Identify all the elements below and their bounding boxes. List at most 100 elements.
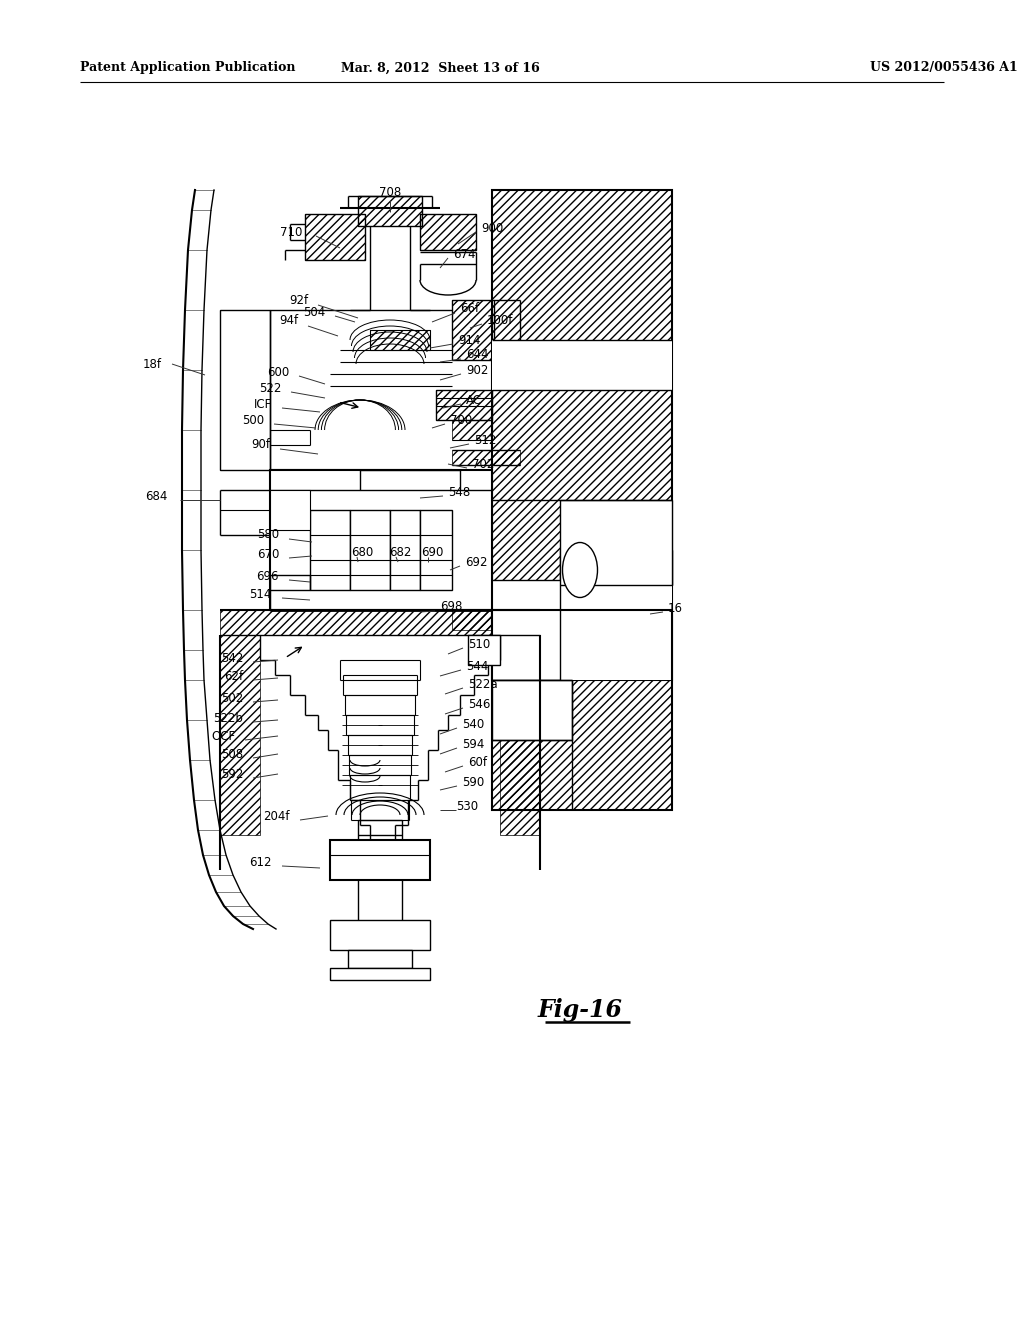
Text: Mar. 8, 2012  Sheet 13 of 16: Mar. 8, 2012 Sheet 13 of 16 (341, 62, 540, 74)
Text: 16: 16 (668, 602, 683, 615)
Text: 692: 692 (465, 556, 487, 569)
Text: 522a: 522a (468, 677, 498, 690)
Bar (452, 420, 492, 440)
Bar (220, 310, 270, 341)
Text: 914: 914 (458, 334, 480, 346)
Text: 670: 670 (257, 549, 279, 561)
Text: Patent Application Publication: Patent Application Publication (80, 62, 296, 74)
Bar (330, 840, 430, 880)
Bar (330, 968, 430, 979)
Bar (348, 950, 412, 968)
Bar (560, 550, 672, 585)
Bar (390, 510, 420, 590)
Text: 92f: 92f (289, 294, 308, 308)
Bar (358, 195, 422, 226)
Text: 204f: 204f (263, 809, 290, 822)
Text: 592: 592 (220, 767, 243, 780)
Bar (452, 300, 494, 360)
Bar (305, 214, 365, 260)
Text: 696: 696 (256, 570, 279, 583)
Bar (310, 510, 350, 590)
Text: 682: 682 (389, 546, 412, 560)
Bar (305, 214, 365, 260)
Text: 62f: 62f (224, 669, 243, 682)
Bar (358, 195, 422, 226)
Text: 512: 512 (474, 433, 497, 446)
Text: 66f: 66f (460, 302, 479, 315)
Bar (330, 840, 430, 880)
Bar (220, 440, 270, 470)
Text: 542: 542 (220, 652, 243, 664)
Bar (492, 579, 672, 680)
Bar (350, 510, 390, 590)
Text: 60f: 60f (468, 755, 487, 768)
Text: 612: 612 (250, 855, 272, 869)
Bar (492, 610, 672, 810)
Text: 508: 508 (221, 747, 243, 760)
Text: AC: AC (466, 393, 482, 407)
Text: 590: 590 (462, 776, 484, 788)
Text: 500: 500 (242, 413, 264, 426)
Text: 546: 546 (468, 697, 490, 710)
Bar (492, 610, 672, 810)
Bar (468, 635, 500, 649)
Bar (452, 490, 492, 630)
Ellipse shape (562, 543, 597, 598)
Bar (452, 300, 494, 360)
Bar (270, 490, 310, 531)
Text: 594: 594 (462, 738, 484, 751)
Text: 698: 698 (440, 601, 463, 614)
Bar (220, 635, 260, 836)
Bar (370, 330, 430, 350)
Bar (436, 389, 492, 420)
Bar (492, 190, 672, 680)
Text: 510: 510 (468, 638, 490, 651)
Bar (560, 500, 672, 585)
Text: 644: 644 (466, 348, 488, 362)
Bar (330, 968, 430, 979)
Bar (360, 470, 460, 490)
Bar (370, 330, 430, 350)
Text: 708: 708 (379, 186, 401, 199)
Text: 94f: 94f (279, 314, 298, 327)
Text: 600: 600 (266, 366, 289, 379)
Text: 674: 674 (453, 248, 475, 260)
Bar (360, 470, 460, 490)
Text: 710: 710 (280, 226, 302, 239)
Bar (420, 214, 476, 249)
Bar (420, 510, 452, 590)
Text: 548: 548 (449, 486, 470, 499)
Text: 522: 522 (259, 381, 281, 395)
Text: 514: 514 (250, 589, 272, 602)
Bar (500, 635, 540, 836)
Text: 680: 680 (351, 546, 373, 560)
Bar (452, 470, 492, 610)
Text: 900: 900 (481, 222, 503, 235)
Text: 902: 902 (466, 363, 488, 376)
Text: 502: 502 (221, 692, 243, 705)
Text: 544: 544 (466, 660, 488, 672)
Text: 690: 690 (421, 546, 443, 560)
Bar (220, 310, 270, 470)
Text: 702: 702 (472, 458, 495, 470)
Bar (492, 680, 572, 741)
Bar (436, 389, 492, 420)
Text: US 2012/0055436 A1: US 2012/0055436 A1 (870, 62, 1018, 74)
Text: 18f: 18f (143, 358, 162, 371)
Bar (468, 635, 500, 665)
Bar (220, 610, 540, 635)
Text: 530: 530 (456, 800, 478, 813)
Bar (452, 450, 520, 465)
Bar (270, 470, 492, 610)
Text: Fig-16: Fig-16 (538, 998, 623, 1022)
Text: 100f: 100f (487, 314, 513, 326)
Text: OCF: OCF (211, 730, 234, 742)
Bar (330, 920, 430, 950)
Text: 580: 580 (257, 528, 279, 541)
Text: ICF: ICF (254, 397, 272, 411)
Text: 522b: 522b (213, 711, 243, 725)
Text: 90f: 90f (251, 438, 270, 451)
Bar (420, 214, 476, 249)
Text: 700: 700 (450, 413, 472, 426)
Bar (492, 190, 672, 680)
